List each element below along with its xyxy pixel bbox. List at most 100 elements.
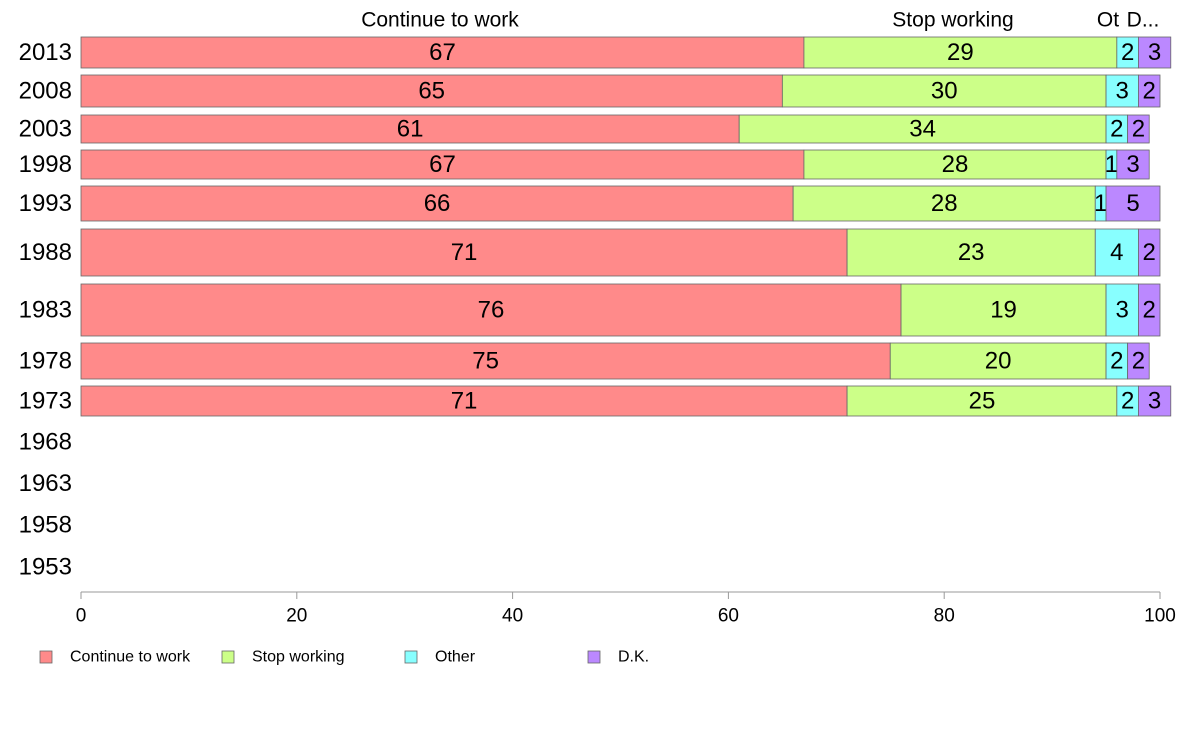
year-labels: 2013 2008 2003 1998 1993 1988 1983 1978 1973 1968… — [19, 39, 72, 581]
data-label: 20 — [985, 348, 1012, 375]
bar-segment — [80, 385, 848, 417]
data-label: 76 — [478, 297, 505, 324]
bar-segment — [1138, 36, 1172, 69]
data-label: 3 — [1116, 78, 1129, 105]
data-label: 3 — [1126, 151, 1139, 178]
data-label: 3 — [1116, 297, 1129, 324]
year-label: 1963 — [19, 470, 72, 497]
data-label: 28 — [942, 151, 969, 178]
data-label: 2 — [1132, 348, 1145, 375]
legend-label: D.K. — [618, 649, 649, 666]
bar-segment — [1105, 283, 1139, 337]
x-tick-label: 100 — [1144, 606, 1176, 627]
legend-swatch — [221, 650, 235, 664]
legend-label: Stop working — [252, 649, 345, 666]
year-label: 1983 — [19, 297, 72, 324]
bar-segment — [1138, 74, 1161, 108]
bar-segment — [80, 149, 805, 180]
legend-swatch — [404, 650, 418, 664]
year-label: 2003 — [19, 116, 72, 143]
year-label: 1998 — [19, 151, 72, 178]
data-label: 67 — [429, 151, 456, 178]
bar-segment — [1127, 342, 1150, 380]
year-label: 1988 — [19, 239, 72, 266]
data-label: 2 — [1143, 297, 1156, 324]
bar-segment — [781, 74, 1107, 108]
data-label: 2 — [1143, 239, 1156, 266]
x-tick-label: 20 — [286, 606, 307, 627]
bar-segment — [80, 228, 848, 277]
data-label: 1 — [1094, 190, 1107, 217]
legend-label: Other — [435, 649, 476, 666]
data-label: 67 — [429, 39, 456, 66]
bar-segment — [738, 114, 1107, 144]
data-label: 66 — [424, 190, 451, 217]
year-label: 1968 — [19, 429, 72, 456]
bar-segment — [80, 114, 740, 144]
column-header: Stop working — [892, 9, 1013, 32]
bar-segment — [80, 342, 891, 380]
data-label: 61 — [397, 116, 424, 143]
bar-segment — [846, 385, 1118, 417]
x-axis: 0 20 40 60 80 100 — [76, 591, 1176, 627]
bar-segment — [1116, 149, 1150, 180]
bar-segment — [1138, 385, 1172, 417]
bar-segment — [1105, 74, 1139, 108]
x-tick-label: 80 — [934, 606, 955, 627]
year-label: 1953 — [19, 554, 72, 581]
data-label: 3 — [1148, 388, 1161, 415]
data-label: 29 — [947, 39, 974, 66]
data-label: 30 — [931, 78, 958, 105]
data-label: 28 — [931, 190, 958, 217]
legend-label: Continue to work — [70, 649, 191, 666]
data-label: 1 — [1105, 151, 1118, 178]
data-label: 2 — [1143, 78, 1156, 105]
column-headers: Continue to work Stop working Ot D... — [361, 9, 1159, 32]
bar-segment — [80, 74, 783, 108]
data-label: 2 — [1132, 116, 1145, 143]
data-label: 71 — [451, 239, 478, 266]
legend-swatch — [39, 650, 53, 664]
bar-segment — [1138, 228, 1161, 277]
column-header: Ot — [1097, 9, 1119, 32]
data-label: 2 — [1121, 388, 1134, 415]
year-label: 2013 — [19, 39, 72, 66]
legend: Continue to work Stop working Other D.K. — [39, 649, 649, 666]
bar-segment — [80, 185, 794, 222]
x-tick-label: 0 — [76, 606, 87, 627]
bar-segment — [803, 149, 1107, 180]
column-header: Continue to work — [361, 9, 519, 32]
x-tick-label: 40 — [502, 606, 523, 627]
data-label: 25 — [969, 388, 996, 415]
bar-segment — [1094, 228, 1139, 277]
data-label: 2 — [1110, 116, 1123, 143]
data-label: 2 — [1121, 39, 1134, 66]
bar-segment — [792, 185, 1096, 222]
data-label: 65 — [418, 78, 445, 105]
year-label: 1973 — [19, 388, 72, 415]
bar-segment — [1105, 185, 1161, 222]
data-label: 34 — [909, 116, 936, 143]
bar-segment — [80, 36, 805, 69]
year-label: 1978 — [19, 348, 72, 375]
year-label: 1993 — [19, 190, 72, 217]
data-label: 5 — [1126, 190, 1139, 217]
bar-segment — [846, 228, 1096, 277]
x-tick-label: 60 — [718, 606, 739, 627]
bar-segment — [803, 36, 1118, 69]
bar-segment — [1127, 114, 1150, 144]
data-label: 2 — [1110, 348, 1123, 375]
bars: 67 29 2 365 30 3 261 34 2 267 28 1 366 28 1 571 23 4 276 19… — [80, 36, 1172, 417]
year-label: 2008 — [19, 78, 72, 105]
data-label: 75 — [472, 348, 499, 375]
data-label: 4 — [1110, 239, 1123, 266]
legend-swatch — [587, 650, 601, 664]
column-header: D... — [1127, 9, 1160, 32]
bar-segment — [80, 283, 902, 337]
bar-segment — [1138, 283, 1161, 337]
bar-segment — [900, 283, 1107, 337]
data-label: 23 — [958, 239, 985, 266]
data-label: 19 — [990, 297, 1017, 324]
year-label: 1958 — [19, 512, 72, 539]
